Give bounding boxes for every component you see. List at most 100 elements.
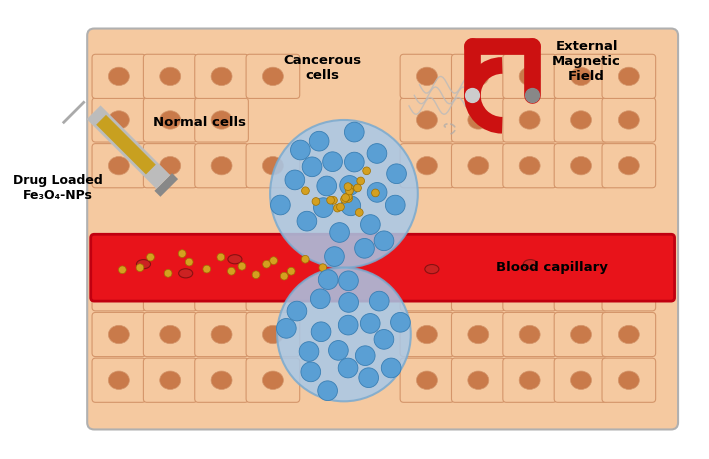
- FancyBboxPatch shape: [195, 55, 248, 99]
- FancyBboxPatch shape: [195, 144, 248, 188]
- Circle shape: [340, 176, 359, 196]
- FancyBboxPatch shape: [503, 144, 557, 188]
- Circle shape: [301, 362, 320, 382]
- Ellipse shape: [179, 269, 193, 278]
- Circle shape: [363, 168, 371, 175]
- Ellipse shape: [468, 371, 489, 390]
- FancyBboxPatch shape: [503, 99, 557, 143]
- Ellipse shape: [262, 157, 284, 175]
- Circle shape: [354, 185, 362, 192]
- Circle shape: [369, 291, 389, 311]
- FancyBboxPatch shape: [143, 358, 197, 403]
- Circle shape: [136, 264, 144, 272]
- FancyBboxPatch shape: [554, 267, 608, 311]
- Ellipse shape: [519, 157, 540, 175]
- FancyBboxPatch shape: [554, 55, 608, 99]
- Ellipse shape: [108, 280, 129, 298]
- Circle shape: [354, 239, 374, 258]
- Text: Blood capillary: Blood capillary: [496, 260, 608, 273]
- Ellipse shape: [211, 157, 232, 175]
- FancyBboxPatch shape: [400, 358, 454, 403]
- FancyBboxPatch shape: [503, 358, 557, 403]
- Circle shape: [147, 254, 155, 262]
- Text: Drug Loaded
Fe₃O₄-NPs: Drug Loaded Fe₃O₄-NPs: [13, 174, 103, 202]
- Ellipse shape: [211, 68, 232, 86]
- FancyBboxPatch shape: [452, 358, 505, 403]
- Ellipse shape: [468, 325, 489, 344]
- Text: Normal cells: Normal cells: [153, 116, 246, 129]
- Circle shape: [317, 177, 337, 196]
- Ellipse shape: [468, 68, 489, 86]
- FancyBboxPatch shape: [195, 313, 248, 357]
- Circle shape: [355, 209, 363, 217]
- Circle shape: [346, 185, 354, 192]
- Circle shape: [311, 322, 331, 342]
- Circle shape: [327, 197, 335, 205]
- FancyBboxPatch shape: [92, 99, 145, 143]
- FancyBboxPatch shape: [602, 313, 656, 357]
- Circle shape: [355, 346, 375, 366]
- Circle shape: [372, 190, 379, 197]
- Circle shape: [345, 195, 352, 203]
- Ellipse shape: [416, 371, 437, 390]
- Circle shape: [386, 164, 406, 184]
- Ellipse shape: [618, 280, 640, 298]
- Circle shape: [391, 313, 411, 332]
- Circle shape: [287, 268, 295, 275]
- Ellipse shape: [416, 157, 437, 175]
- Circle shape: [345, 188, 353, 196]
- Circle shape: [280, 273, 288, 280]
- FancyBboxPatch shape: [92, 144, 145, 188]
- FancyBboxPatch shape: [554, 313, 608, 357]
- Circle shape: [342, 194, 350, 202]
- Circle shape: [252, 271, 260, 279]
- Circle shape: [344, 183, 352, 191]
- Ellipse shape: [211, 112, 232, 130]
- Ellipse shape: [571, 325, 591, 344]
- Ellipse shape: [262, 68, 284, 86]
- Ellipse shape: [571, 371, 591, 390]
- Circle shape: [330, 223, 350, 243]
- Ellipse shape: [108, 157, 129, 175]
- Circle shape: [263, 261, 270, 269]
- Circle shape: [309, 132, 329, 151]
- Ellipse shape: [108, 68, 129, 86]
- Circle shape: [319, 264, 327, 272]
- Circle shape: [185, 258, 193, 266]
- FancyBboxPatch shape: [554, 99, 608, 143]
- FancyBboxPatch shape: [92, 358, 145, 403]
- Ellipse shape: [468, 157, 489, 175]
- FancyBboxPatch shape: [602, 144, 656, 188]
- Circle shape: [297, 212, 317, 231]
- Ellipse shape: [571, 68, 591, 86]
- FancyBboxPatch shape: [246, 267, 300, 311]
- Ellipse shape: [618, 371, 640, 390]
- Ellipse shape: [523, 260, 537, 269]
- Circle shape: [302, 157, 322, 177]
- FancyBboxPatch shape: [452, 99, 505, 143]
- FancyBboxPatch shape: [143, 55, 197, 99]
- FancyBboxPatch shape: [92, 267, 145, 311]
- FancyBboxPatch shape: [554, 358, 608, 403]
- Circle shape: [164, 270, 172, 278]
- Circle shape: [360, 314, 380, 334]
- FancyBboxPatch shape: [554, 144, 608, 188]
- Circle shape: [301, 256, 309, 263]
- Ellipse shape: [618, 68, 640, 86]
- Circle shape: [357, 178, 364, 185]
- Circle shape: [330, 197, 337, 205]
- Ellipse shape: [108, 371, 129, 390]
- Circle shape: [328, 341, 348, 360]
- Circle shape: [341, 196, 361, 216]
- Ellipse shape: [468, 280, 489, 298]
- FancyBboxPatch shape: [602, 358, 656, 403]
- Circle shape: [178, 250, 186, 258]
- Ellipse shape: [519, 112, 540, 130]
- Circle shape: [367, 183, 387, 203]
- Circle shape: [217, 254, 225, 262]
- Circle shape: [325, 247, 345, 267]
- Ellipse shape: [618, 157, 640, 175]
- Ellipse shape: [416, 325, 437, 344]
- FancyBboxPatch shape: [452, 144, 505, 188]
- Ellipse shape: [416, 112, 437, 130]
